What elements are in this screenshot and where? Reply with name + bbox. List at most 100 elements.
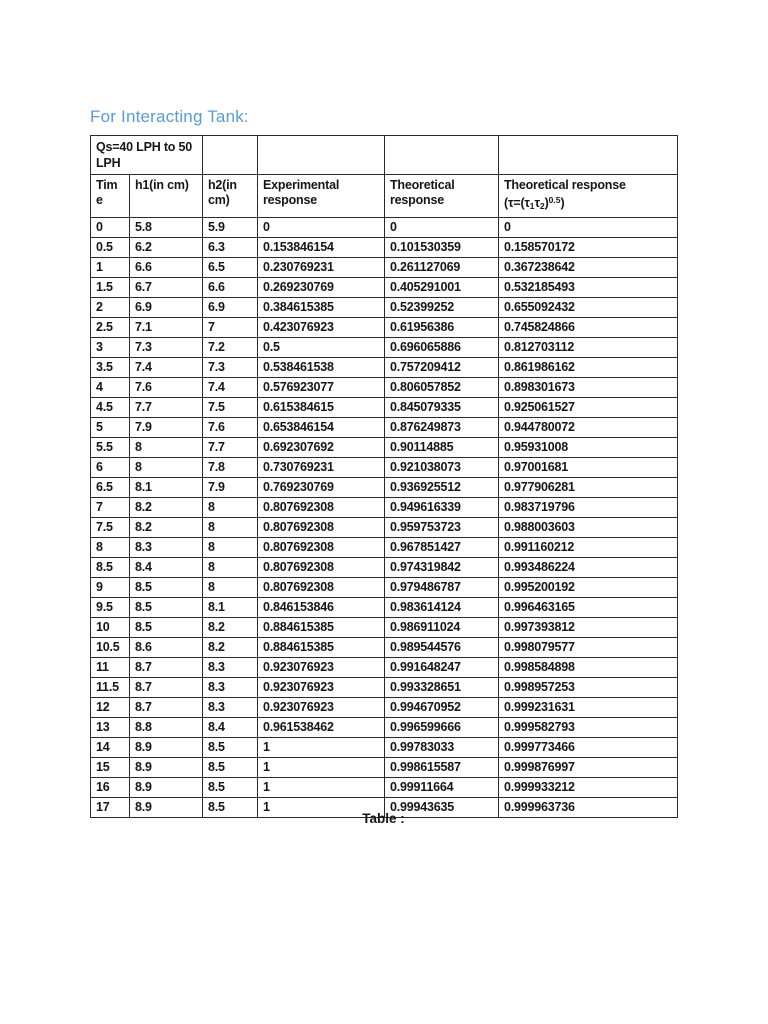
table-cell: 8.9 [129,777,203,798]
table-cell: 0.696065886 [384,337,499,358]
table-cell: 0.99783033 [384,737,499,758]
table-cell: 0.52399252 [384,297,499,318]
table-cell: 6.9 [129,297,203,318]
table-cell: 0.994670952 [384,697,499,718]
table-cell: 0.653846154 [257,417,385,438]
tau-formula: (τ=(τ1τ2)0.5) [504,195,565,211]
table-cell: 8.6 [129,637,203,658]
table-row: 5 7.9 7.6 0.653846154 0.876249873 0.944780072 [90,417,678,438]
table-cell: 0.996463165 [498,597,678,618]
table-cell: 0.812703112 [498,337,678,358]
table-cell: 0.988003603 [498,517,678,538]
table-cell: 0.367238642 [498,257,678,278]
table-cell: 0.101530359 [384,237,499,258]
table-cell: 8.8 [129,717,203,738]
table-cell: 0.884615385 [257,637,385,658]
table-cell: 0.807692308 [257,577,385,598]
table-cell: 0.532185493 [498,277,678,298]
table-cell: 8.2 [202,617,258,638]
table-cell: 11.5 [90,677,130,698]
table-cell: 0.983614124 [384,597,499,618]
table-cell: 8.9 [129,737,203,758]
table-cell: 10 [90,617,130,638]
table-cell: 0.99911664 [384,777,499,798]
table-cell: 2 [90,297,130,318]
table-cell: 0.999963736 [498,797,678,818]
table-cell: 0.615384615 [257,397,385,418]
table-cell: 8 [202,537,258,558]
table-cell: 0.807692308 [257,537,385,558]
table-cell: 0.576923077 [257,377,385,398]
table-caption: Table : [362,811,405,826]
table-cell: 0.997393812 [498,617,678,638]
table-cell: 8.7 [129,657,203,678]
table-cell: 8.5 [202,777,258,798]
table-cell: 0.876249873 [384,417,499,438]
formula-part: ) [560,196,565,210]
table-row: 4 7.6 7.4 0.576923077 0.806057852 0.898301673 [90,377,678,398]
table-cell: 8.3 [129,537,203,558]
table-cell: 0.61956386 [384,317,499,338]
table-cell: 8.3 [202,697,258,718]
table-cell: 0.807692308 [257,497,385,518]
table-cell: 0.999773466 [498,737,678,758]
table-cell: 8.5 [202,737,258,758]
formula-subscript: 2 [539,201,545,211]
table-cell: 0.959753723 [384,517,499,538]
table-cell: 0.423076923 [257,317,385,338]
table-cell: 6.6 [202,277,258,298]
table-row: 7 8.2 8 0.807692308 0.949616339 0.983719796 [90,497,678,518]
table-row: 16 8.9 8.5 1 0.99911664 0.999933212 [90,777,678,798]
table-row: 0 5.8 5.9 0 0 0 [90,217,678,238]
table-cell: 0.999582793 [498,717,678,738]
table-cell: 5.8 [129,217,203,238]
table-cell: 8.3 [202,657,258,678]
table-row: 13 8.8 8.4 0.961538462 0.996599666 0.99958279… [90,717,678,738]
table-row: 1 6.6 6.5 0.230769231 0.261127069 0.367238642 [90,257,678,278]
table-cell: 16 [90,777,130,798]
table-cell: 7.2 [202,337,258,358]
table-cell: 0.5 [257,337,385,358]
table-cell: 0.97001681 [498,457,678,478]
table-cell: 0.974319842 [384,557,499,578]
table-cell: 8.5 [129,577,203,598]
col-header-theoretical-response-tau: Theoretical response (τ=(τ1τ2)0.5) [498,174,678,218]
table-row: 6 8 7.8 0.730769231 0.921038073 0.97001681 [90,457,678,478]
table-cell: 6.5 [90,477,130,498]
table-cell: 6.6 [129,257,203,278]
table-row: 14 8.9 8.5 1 0.99783033 0.999773466 [90,737,678,758]
table-cell: 7.6 [129,377,203,398]
table-cell: 0.999231631 [498,697,678,718]
formula-subscript: 1 [529,201,535,211]
table-row: 0.5 6.2 6.3 0.153846154 0.101530359 0.1585701… [90,237,678,258]
table-cell: 0.983719796 [498,497,678,518]
table-row: 3.5 7.4 7.3 0.538461538 0.757209412 0.8619861… [90,357,678,378]
table-cell: 6.7 [129,277,203,298]
table-row: 9 8.5 8 0.807692308 0.979486787 0.995200192 [90,577,678,598]
col-header-theoretical-response: Theoretical response [384,174,499,218]
table-cell: 0.967851427 [384,537,499,558]
table-row: 8.5 8.4 8 0.807692308 0.974319842 0.993486224 [90,557,678,578]
table-cell: 7.7 [202,437,258,458]
table-cell: 8.1 [202,597,258,618]
table-cell: 7.5 [90,517,130,538]
table-row: 17 8.9 8.5 1 0.99943635 0.999963736 [90,797,678,818]
table-cell: 0.99943635 [384,797,499,818]
table-cell: 10.5 [90,637,130,658]
table-cell: 0.898301673 [498,377,678,398]
table-cell: 5.5 [90,437,130,458]
table-cell: 8.9 [129,757,203,778]
table-cell: 0.158570172 [498,237,678,258]
table-row: 1.5 6.7 6.6 0.269230769 0.405291001 0.5321854… [90,277,678,298]
table-cell: 13 [90,717,130,738]
table-cell: 0.769230769 [257,477,385,498]
empty-cell [384,135,499,175]
table-cell: 0.925061527 [498,397,678,418]
table-cell: 7.9 [129,417,203,438]
table-cell: 8.4 [129,557,203,578]
table-cell: 7.4 [202,377,258,398]
table-cell: 0.730769231 [257,457,385,478]
table-cell: 0.884615385 [257,617,385,638]
table-cell: 8.7 [129,677,203,698]
table-cell: 0.384615385 [257,297,385,318]
